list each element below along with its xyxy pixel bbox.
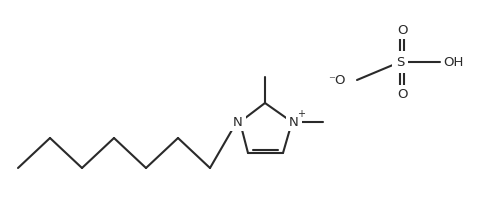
Text: N: N bbox=[289, 115, 299, 129]
Text: ⁻O: ⁻O bbox=[328, 73, 346, 87]
Text: S: S bbox=[396, 56, 404, 68]
Text: OH: OH bbox=[443, 56, 463, 68]
Text: +: + bbox=[297, 109, 305, 119]
Text: O: O bbox=[397, 24, 407, 36]
Text: N: N bbox=[233, 115, 243, 129]
Text: O: O bbox=[397, 88, 407, 100]
